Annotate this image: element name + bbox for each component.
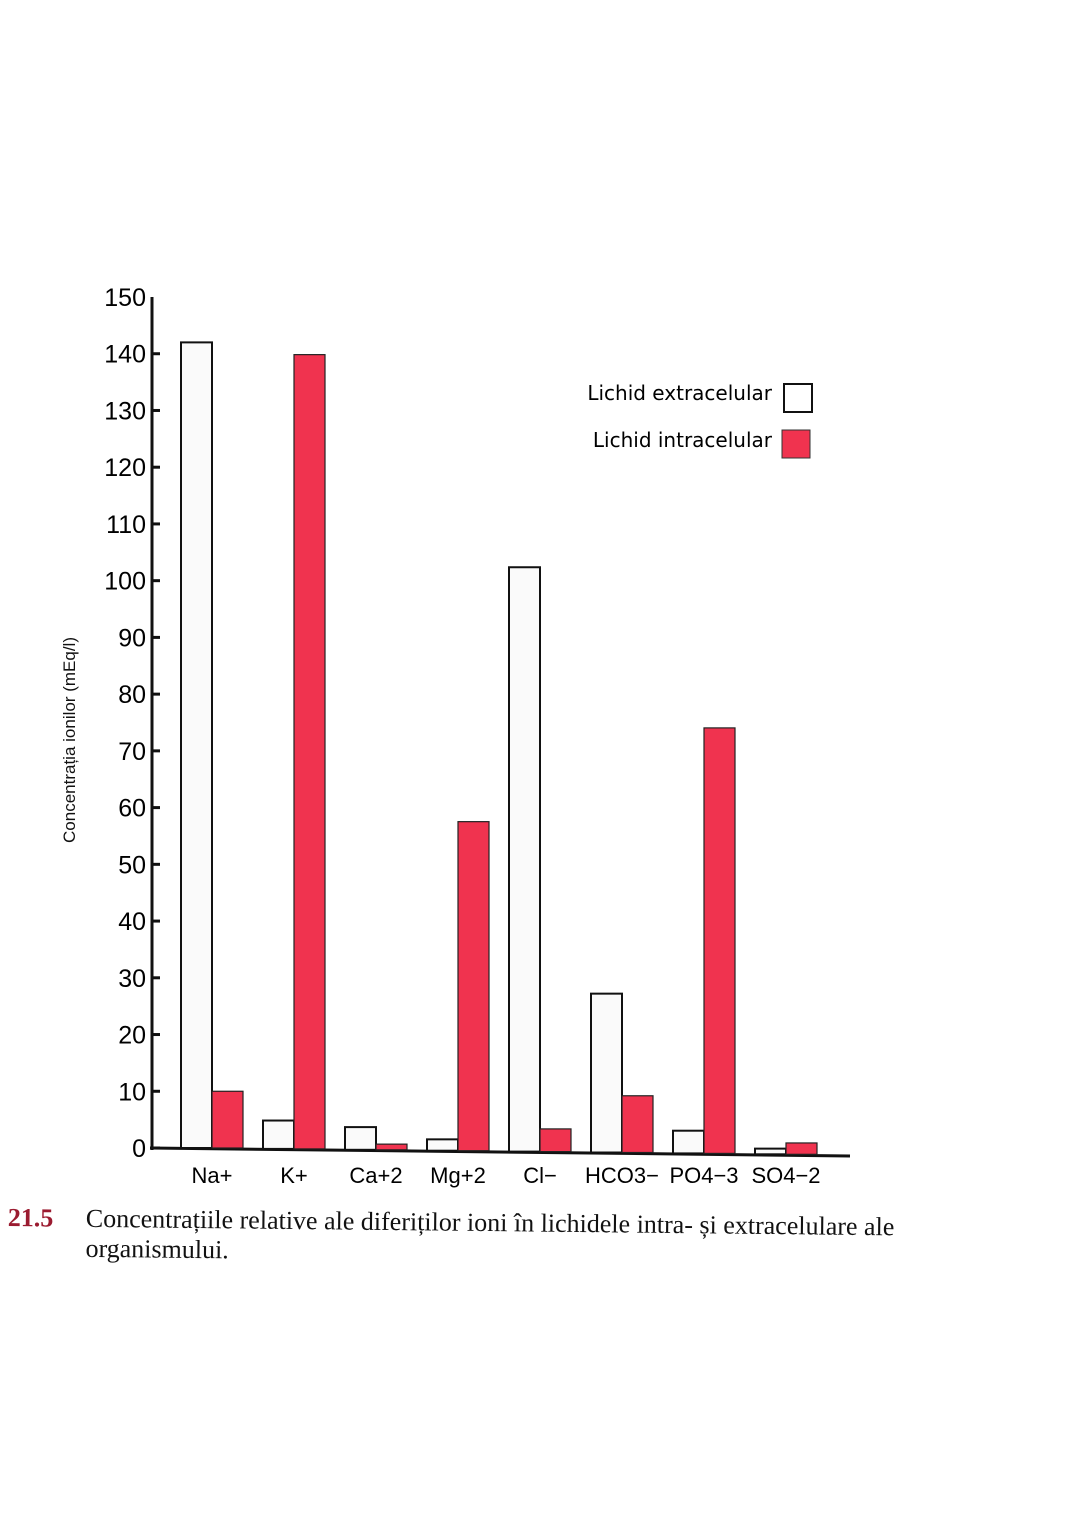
caption-line-2: organismului. <box>85 1233 229 1265</box>
y-tick-label: 150 <box>104 284 146 312</box>
legend: Lichid extracelular Lichid intracelular <box>587 381 813 459</box>
y-tick-label: 0 <box>132 1135 146 1163</box>
bar-extracellular <box>426 1138 459 1152</box>
x-tick-label: Cl− <box>523 1163 557 1188</box>
bar-chart: 0 10 20 30 40 50 60 70 80 90 100 110 120 130 140 150 Na… <box>104 284 851 1188</box>
x-tick-label: HCO3− <box>585 1163 659 1188</box>
legend-swatch-extracellular <box>783 383 813 413</box>
x-tick-label: Ca+2 <box>349 1163 402 1188</box>
bar-intracellular <box>375 1143 408 1151</box>
bar-extracellular <box>590 992 623 1154</box>
bar-intracellular <box>293 354 326 1150</box>
y-tick-label: 140 <box>104 341 146 369</box>
x-tick-labels: Na+ K+ Ca+2 Mg+2 Cl− HCO3− PO4−3 SO4−2 <box>192 1163 821 1188</box>
bar-intracellular <box>785 1142 818 1155</box>
y-tick-label: 10 <box>118 1078 146 1106</box>
y-tick-label: 110 <box>106 511 146 539</box>
legend-label-extracellular: Lichid extracelular <box>587 381 772 405</box>
y-tick-label: 20 <box>118 1022 146 1050</box>
bar-extracellular <box>180 341 213 1149</box>
x-tick-label: SO4−2 <box>751 1163 820 1188</box>
y-tick-label: 120 <box>104 454 146 482</box>
y-tick-label: 70 <box>118 738 146 766</box>
bars <box>180 341 818 1156</box>
x-tick-label: Na+ <box>192 1163 233 1188</box>
bar-intracellular <box>621 1095 654 1154</box>
x-axis-line <box>149 1146 851 1158</box>
axes: 0 10 20 30 40 50 60 70 80 90 100 110 120 130 140 150 <box>104 284 851 1163</box>
y-tick-label: 100 <box>104 568 146 596</box>
bar-extracellular <box>344 1126 377 1151</box>
bar-extracellular <box>672 1129 705 1155</box>
bar-intracellular <box>211 1090 244 1149</box>
bar-intracellular <box>539 1128 572 1153</box>
x-tick-label: Mg+2 <box>430 1163 486 1188</box>
y-tick-label: 30 <box>118 965 146 993</box>
figure-number: 21.5 <box>7 1203 54 1233</box>
bar-extracellular <box>508 566 541 1153</box>
bar-intracellular <box>703 727 736 1155</box>
x-tick-label: K+ <box>280 1163 308 1188</box>
y-tick-label: 90 <box>118 624 146 652</box>
bar-intracellular <box>457 821 490 1152</box>
y-tick-label: 60 <box>118 795 146 823</box>
legend-swatch-intracellular <box>781 429 811 459</box>
x-tick-label: PO4−3 <box>669 1163 738 1188</box>
figure-caption: 21.5 Concentrațiile relative ale diferiți… <box>7 1203 1068 1274</box>
y-tick-label: 50 <box>118 851 146 879</box>
y-tick-label: 130 <box>104 397 146 425</box>
y-tick-label: 40 <box>118 908 146 936</box>
bar-extracellular <box>754 1147 787 1156</box>
y-tick-label: 80 <box>118 681 146 709</box>
bar-extracellular <box>262 1119 295 1150</box>
legend-label-intracellular: Lichid intracelular <box>593 428 773 452</box>
